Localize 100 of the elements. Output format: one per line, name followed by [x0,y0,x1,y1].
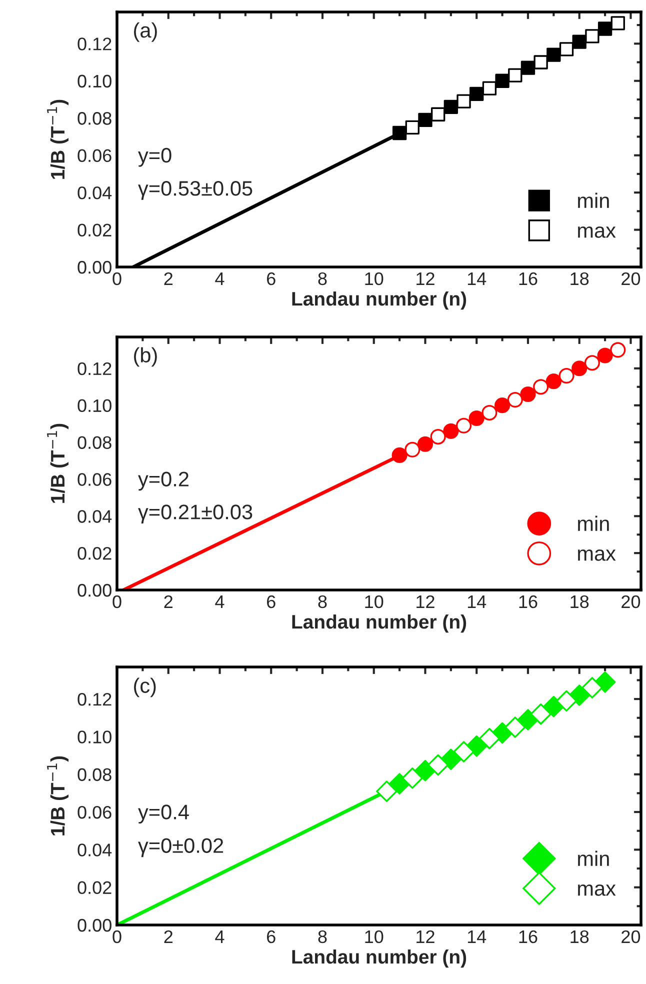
point [558,368,574,384]
point [495,74,510,88]
x-tick-label: 0 [112,930,122,944]
point [478,728,500,750]
point [482,404,498,420]
annotation: (c) [134,678,156,698]
point [427,754,449,776]
point [582,677,603,698]
point [598,22,612,36]
annotation: y=0 [138,148,172,167]
point [405,120,420,134]
x-tick-label: 4 [215,596,224,608]
y-tick-label: 0.08 [78,112,112,125]
y-tick-label: 0.12 [78,362,112,376]
x-tick-label: 2 [164,930,172,943]
point [507,392,523,408]
x-tick-label: 18 [570,930,589,944]
point [508,68,522,82]
x-tick-label: 8 [318,595,327,608]
x-tick-label: 14 [468,930,486,943]
point [468,410,484,426]
point [376,780,398,802]
point [482,81,497,96]
legend-label: min [578,850,609,866]
point [504,716,526,738]
point [418,112,432,128]
x-tick-label: 20 [622,272,640,286]
y-tick-label: 0.04 [78,186,112,200]
point [443,423,459,439]
x-tick-label: 20 [622,595,640,608]
y-tick-label: 0.06 [78,806,112,819]
point [572,34,586,49]
point [584,355,600,371]
point [404,442,420,458]
x-tick-label: 6 [267,930,276,944]
annotation: y=0.2 [138,472,188,491]
annotation: y=0.4 [138,804,189,824]
y-tick-label: 0.12 [78,692,112,706]
y-tick-label: 0.10 [78,74,112,88]
point [556,690,578,712]
point [610,342,626,358]
point [559,42,574,56]
point [533,379,549,395]
x-tick-label: 12 [416,272,434,285]
x-tick-label: 10 [365,930,384,944]
x-tick-label: 0 [112,595,122,608]
point [572,360,588,376]
y-tick-label: 0.06 [78,473,112,486]
y-tick-label: 0.08 [78,436,112,449]
point [534,55,548,70]
legend-label: max [578,549,616,561]
point [597,348,613,364]
point [470,86,484,101]
legend-label: max [578,226,616,238]
y-axis-title: 1/B (T$^{−1}$) [47,100,68,179]
point [453,741,474,762]
x-axis-title: Landau number (n) [292,291,466,310]
y-tick-label: 0.02 [78,224,112,236]
y-tick-label: 0.00 [78,584,112,597]
point [392,447,408,463]
y-tick-label: 0.06 [78,149,112,162]
legend-label: min [578,516,609,531]
legend-label: min [578,192,609,208]
y-tick-label: 0.10 [78,730,112,744]
x-tick-label: 2 [164,272,172,285]
x-tick-label: 8 [318,272,327,286]
point [456,94,471,108]
y-tick-label: 0.00 [78,260,112,274]
x-tick-label: 18 [570,595,589,608]
x-tick-label: 16 [519,272,538,286]
y-tick-label: 0.02 [78,881,112,894]
point [546,374,562,390]
y-axis-title: 1/B (T$^{−1}$) [47,424,68,503]
x-tick-label: 16 [519,595,538,608]
y-tick-label: 0.12 [78,38,112,50]
point [494,398,510,414]
x-tick-label: 14 [468,272,486,285]
point [610,16,625,30]
y-tick-label: 0.04 [78,510,112,523]
annotation: γ=0.21±0.03 [138,504,252,524]
y-tick-label: 0.04 [78,844,112,856]
x-tick-label: 10 [365,272,384,286]
x-tick-label: 14 [468,596,486,608]
y-tick-label: 0.10 [78,399,112,412]
x-tick-label: 8 [318,930,327,944]
x-tick-label: 12 [416,930,434,943]
x-tick-label: 4 [215,272,224,285]
y-axis-title: 1/B (T$^{−1}$) [47,756,68,836]
point [585,29,600,44]
x-tick-label: 18 [570,272,589,286]
x-tick-label: 0 [112,272,122,286]
point [392,126,407,140]
annotation: (b) [134,347,157,367]
y-tick-label: 0.08 [78,768,112,782]
x-tick-label: 12 [416,595,434,608]
x-tick-label: 6 [267,595,276,608]
point [546,48,561,62]
y-tick-label: 0.00 [78,918,112,932]
point [417,436,434,452]
x-tick-label: 4 [215,930,224,943]
